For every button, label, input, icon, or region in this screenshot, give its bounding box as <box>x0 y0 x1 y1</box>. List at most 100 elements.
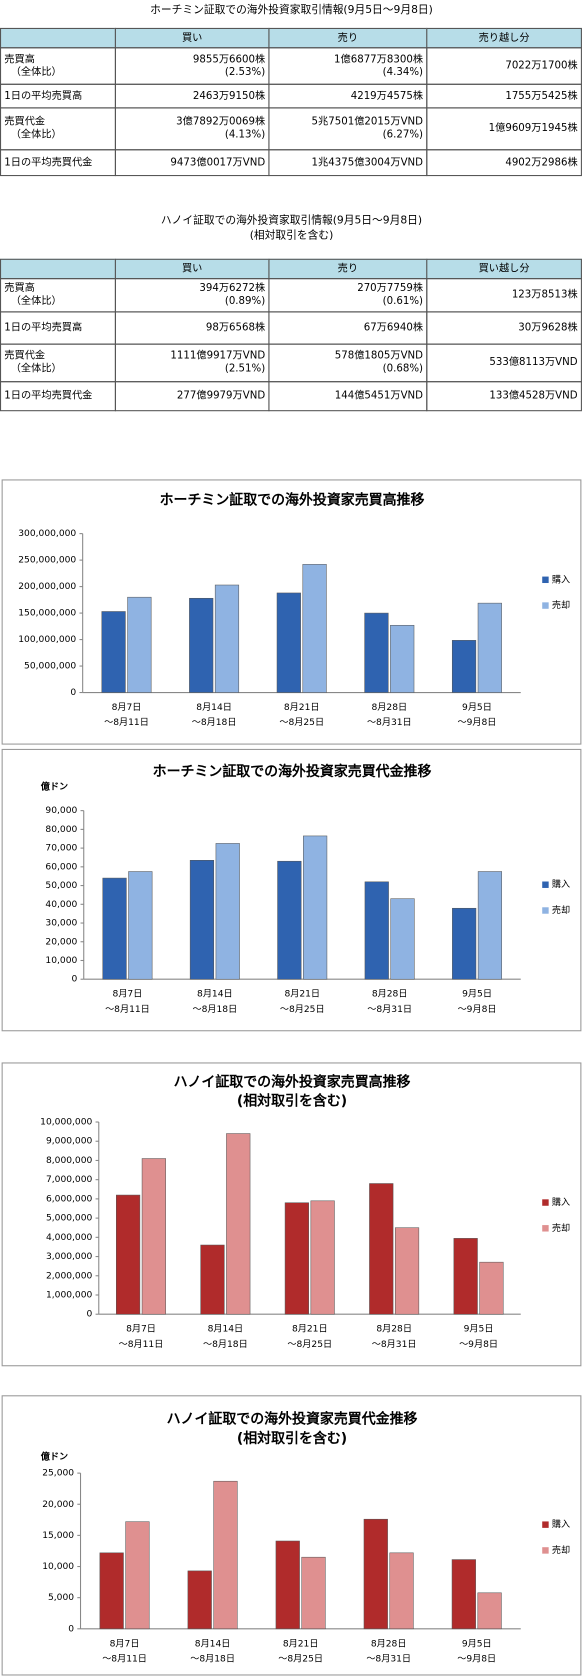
x-tick-label: ～8月31日 <box>366 1653 411 1664</box>
header-text: 買い <box>181 31 203 44</box>
x-tick-label: ～8月31日 <box>372 1339 417 1350</box>
x-tick-label: 8月7日 <box>126 1324 156 1335</box>
x-tick-label: ～8月11日 <box>102 1653 147 1664</box>
bar <box>275 1540 300 1630</box>
y-tick-label: 300,000,000 <box>18 529 76 539</box>
bar <box>390 898 415 980</box>
y-tick-label: 6,000,000 <box>46 1194 93 1204</box>
y-tick-label: 0 <box>87 1310 93 1320</box>
y-tick-label: 5,000,000 <box>46 1214 93 1224</box>
y-tick-label: 8,000,000 <box>46 1156 93 1166</box>
x-tick-label: 8月14日 <box>196 702 232 713</box>
cell-text: 売買代金 <box>4 115 46 128</box>
header-cell: 買い <box>114 27 270 49</box>
bar <box>189 860 215 980</box>
table-cell: 578億1805万VND (0.68%) <box>268 343 428 383</box>
bar <box>101 611 126 693</box>
y-tick-label: 3,000,000 <box>46 1252 93 1262</box>
bar <box>477 602 502 693</box>
cell-text: 売買高 <box>4 282 35 295</box>
table-cell: 67万6940株 <box>268 311 428 345</box>
y-tick-label: 10,000 <box>42 1562 74 1572</box>
table-cell: 4902万2986株 <box>426 149 582 177</box>
header-cell: 売り <box>268 258 428 280</box>
y-tick-label: 10,000,000 <box>40 1118 92 1128</box>
y-tick-label: 9,000,000 <box>46 1137 93 1147</box>
header-text: 売り <box>337 31 359 44</box>
table-cell: 1億6877万8300株 (4.34%) <box>268 47 428 85</box>
x-tick-label: ～8月18日 <box>192 717 237 728</box>
y-tick-label: 150,000,000 <box>18 609 76 619</box>
x-tick-label: ～9月8日 <box>458 1004 497 1015</box>
header-text: 売り越し分 <box>478 31 530 44</box>
table-cell: 1兆4375億3004万VND <box>268 149 428 177</box>
cell-text: (0.61%) <box>382 295 424 308</box>
chart-title: ホーチミン証取での海外投資家売買代金推移 <box>153 763 432 780</box>
cell-text: (0.89%) <box>224 295 266 308</box>
cell-text: 394万6272株 <box>199 282 266 295</box>
bar <box>128 871 153 980</box>
bar <box>301 1556 326 1630</box>
table-cell: 1日の平均売買高 <box>0 311 116 345</box>
x-tick-label: ～9月8日 <box>457 1653 496 1664</box>
table-cell: 270万7759株 (0.61%) <box>268 278 428 313</box>
cell-text: 578億1805万VND <box>334 350 424 362</box>
header-cell: 買い越し分 <box>426 258 582 280</box>
bar <box>116 1194 141 1315</box>
bar <box>125 1521 150 1630</box>
y-tick-label: 15,000 <box>42 1531 74 1541</box>
x-tick-label: 8月28日 <box>372 702 408 713</box>
bar <box>451 640 477 693</box>
table-title: ハノイ証取での海外投資家取引情報(9月5日～9月8日) <box>160 214 423 227</box>
bar <box>127 596 152 693</box>
table-title: (相対取引を含む) <box>249 229 334 242</box>
bar <box>102 877 127 980</box>
chart-title: (相対取引を含む) <box>237 1430 347 1447</box>
header-text: 買い <box>181 262 203 275</box>
cell-text: 1日の平均売買高 <box>4 89 83 102</box>
x-tick-label: ～9月8日 <box>459 1339 498 1350</box>
bar <box>452 907 477 980</box>
chart-title: (相対取引を含む) <box>237 1093 347 1110</box>
bar <box>189 597 214 693</box>
x-tick-label: 9月5日 <box>462 989 492 1000</box>
y-tick-label: 80,000 <box>45 825 77 835</box>
bar <box>200 1244 225 1315</box>
bar <box>363 1518 388 1630</box>
cell-text: (2.53%) <box>224 66 266 78</box>
cell-text: (0.68%) <box>382 362 424 375</box>
x-tick-label: 8月14日 <box>197 989 233 1000</box>
cell-text: 売買高 <box>4 53 35 65</box>
table-cell: 394万6272株 (0.89%) <box>114 278 270 313</box>
x-tick-label: 8月21日 <box>283 1638 319 1649</box>
cell-text: 1日の平均売買代金 <box>4 389 93 402</box>
x-tick-label: ～8月18日 <box>192 1004 237 1015</box>
x-tick-label: ～8月31日 <box>367 1004 412 1015</box>
y-tick-label: 100,000,000 <box>18 635 76 645</box>
cell-text: （全体比） <box>10 295 62 308</box>
bar <box>99 1552 124 1630</box>
table-title: ホーチミン証取での海外投資家取引情報(9月5日～9月8日) <box>150 4 433 17</box>
legend-label: 売却 <box>552 1544 570 1556</box>
cell-text: 277億9979万VND <box>176 389 266 402</box>
legend-label: 購入 <box>552 1518 570 1530</box>
legend-swatch <box>542 1225 549 1232</box>
bar <box>451 1559 476 1630</box>
y-axis-label: 億ドン <box>41 781 68 793</box>
legend-swatch <box>542 1521 549 1528</box>
legend-swatch <box>542 576 549 584</box>
y-tick-label: 2,000,000 <box>46 1271 93 1281</box>
cell-text: (4.13%) <box>224 128 266 141</box>
y-tick-label: 0 <box>72 975 78 985</box>
x-tick-label: 8月7日 <box>113 989 143 1000</box>
y-tick-label: 20,000 <box>42 1500 74 1510</box>
bar <box>310 1200 335 1315</box>
cell-text: （全体比） <box>10 128 62 141</box>
bar <box>369 1183 394 1315</box>
y-tick-label: 7,000,000 <box>46 1175 93 1185</box>
bar <box>394 1227 420 1315</box>
bar <box>215 843 240 980</box>
legend-label: 購入 <box>552 573 570 585</box>
